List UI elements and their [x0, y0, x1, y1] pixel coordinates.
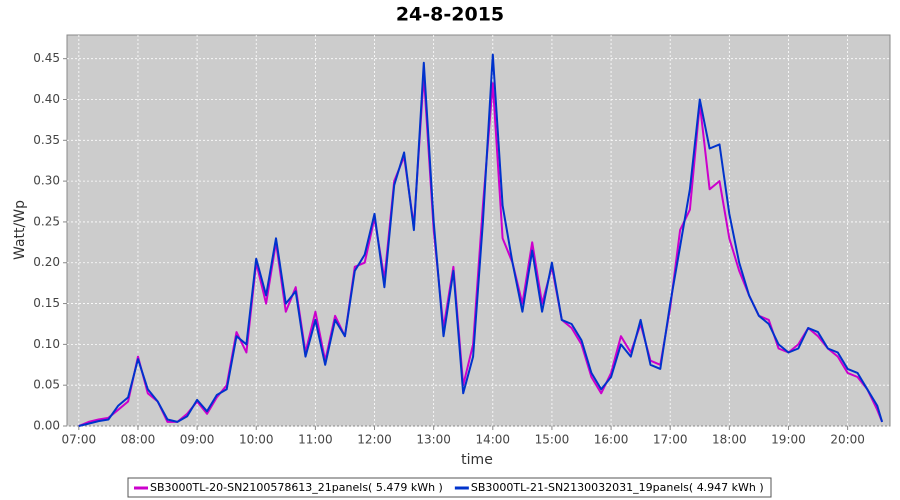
y-tick-label: 0.20: [33, 255, 60, 269]
x-tick-label: 18:00: [712, 433, 747, 447]
chart-title: 24-8-2015: [396, 4, 504, 26]
series-line: [78, 53, 884, 427]
x-tick-label: 16:00: [594, 433, 629, 447]
y-tick-label: 0.45: [33, 51, 60, 65]
legend-label: SB3000TL-20-SN2100578613_21panels( 5.479…: [150, 481, 443, 494]
x-tick-label: 12:00: [357, 433, 392, 447]
y-tick-label: 0.40: [33, 92, 60, 106]
x-tick-label: 09:00: [180, 433, 215, 447]
x-tick-label: 20:00: [830, 433, 865, 447]
x-tick-label: 08:00: [121, 433, 156, 447]
x-tick-label: 11:00: [298, 433, 333, 447]
y-tick-label: 0.00: [33, 419, 60, 433]
x-tick-label: 07:00: [62, 433, 97, 447]
x-tick-label: 10:00: [239, 433, 274, 447]
x-tick-label: 14:00: [475, 433, 510, 447]
x-tick-label: 15:00: [535, 433, 570, 447]
x-tick-label: 13:00: [416, 433, 451, 447]
y-tick-label: 0.05: [33, 378, 60, 392]
plot-area: [66, 34, 891, 427]
x-tick-label: 17:00: [653, 433, 688, 447]
x-axis-label: time: [461, 452, 493, 468]
y-axis-label: Watt/Wp: [12, 200, 28, 260]
legend-label: SB3000TL-21-SN2130032031_19panels( 4.947…: [471, 481, 764, 494]
y-tick-label: 0.15: [33, 296, 60, 310]
y-tick-label: 0.35: [33, 133, 60, 147]
y-tick-label: 0.25: [33, 214, 60, 228]
y-tick-label: 0.10: [33, 337, 60, 351]
y-tick-label: 0.30: [33, 174, 60, 188]
x-tick-label: 19:00: [771, 433, 806, 447]
legend: [127, 477, 772, 498]
